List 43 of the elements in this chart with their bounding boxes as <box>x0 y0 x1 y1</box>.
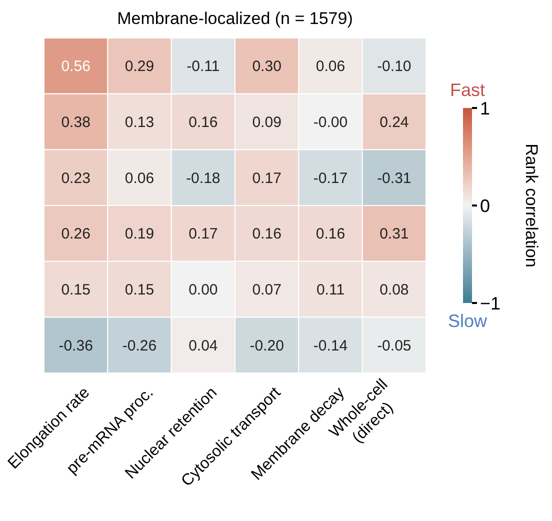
data-label: -0.20 <box>250 337 284 354</box>
data-label: 0.16 <box>252 226 282 243</box>
color-bar-label: −1 <box>480 293 501 314</box>
data-label: -0.10 <box>377 58 412 76</box>
data-label: 0.16 <box>188 114 218 131</box>
data-label: -0.18 <box>186 170 220 187</box>
data-label: 0.15 <box>124 282 154 298</box>
data-label: -0.36 <box>58 337 93 354</box>
data-label: 0.24 <box>380 114 409 131</box>
text: Slow <box>448 311 488 331</box>
data-label: 0.16 <box>316 226 346 243</box>
data-label: -0.26 <box>122 337 157 354</box>
color-bar-label: 1 <box>480 98 490 118</box>
data-label: 0.56 <box>61 58 90 76</box>
data-label: 0.07 <box>252 282 282 298</box>
data-label: 0.17 <box>188 226 218 243</box>
color-bar-title: Rank correlation <box>522 144 541 268</box>
color-bar-label: 0 <box>480 196 490 216</box>
text: Fast <box>450 80 486 100</box>
data-label: 0.15 <box>61 282 90 298</box>
data-label: 0.23 <box>61 170 90 187</box>
data-label: -0.17 <box>313 170 348 187</box>
data-label: 0.09 <box>252 114 282 131</box>
data-label: -0.14 <box>313 337 348 354</box>
data-label: 0.29 <box>124 58 154 76</box>
data-label: 0.08 <box>380 282 409 298</box>
data-label: 0.17 <box>252 170 282 187</box>
data-label: 0.11 <box>316 282 345 298</box>
data-label: 0.30 <box>252 58 282 76</box>
data-label: -0.11 <box>186 58 220 76</box>
data-label: 0.06 <box>124 170 154 187</box>
data-label: 0.26 <box>61 226 90 243</box>
data-label: 0.38 <box>61 114 90 131</box>
data-label: 0.04 <box>188 337 218 354</box>
data-label: -0.31 <box>377 170 412 187</box>
data-label: 0.06 <box>316 58 346 76</box>
data-label: 0.31 <box>380 226 409 243</box>
data-label: 0.00 <box>188 282 218 298</box>
chart-title: Membrane-localized (n = 1579) <box>117 9 353 28</box>
data-label: 0.13 <box>124 114 154 131</box>
data-label: 0.19 <box>124 226 154 243</box>
data-label: -0.05 <box>377 337 412 354</box>
data-label: -0.00 <box>313 114 348 131</box>
